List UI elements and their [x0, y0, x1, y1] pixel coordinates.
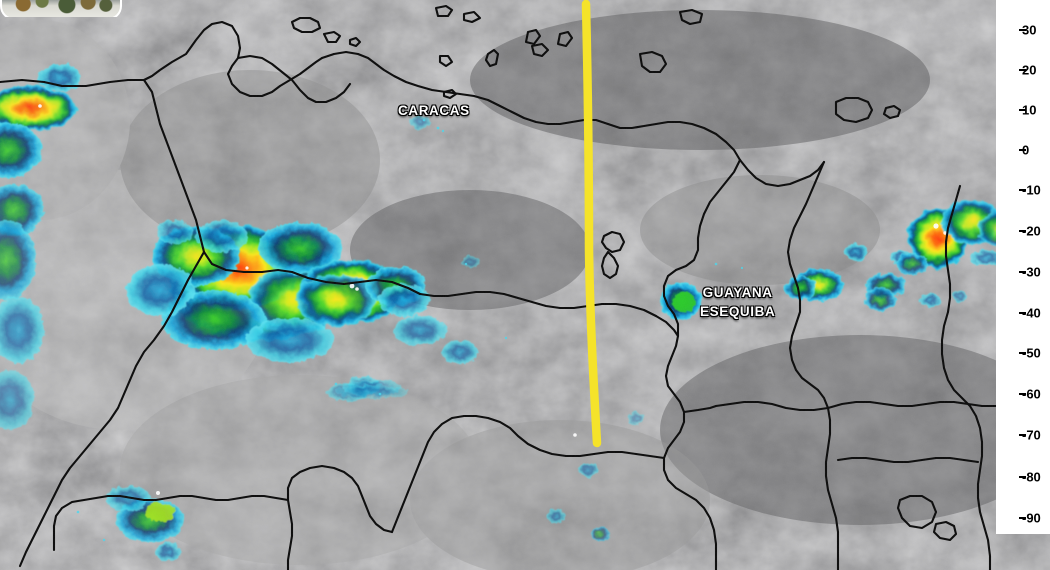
colorbar-tick-0: [1019, 149, 1026, 151]
colorbar-tick-neg10: [1019, 189, 1026, 191]
colorbar-tick-30: [1019, 29, 1026, 31]
colorbar-label-20: 20: [1022, 62, 1037, 78]
colorbar-label-0: 0: [1022, 142, 1030, 158]
colorbar-label-neg10: -10: [1022, 182, 1041, 198]
colorbar-label-neg30: -30: [1022, 264, 1041, 280]
colorbar-tick-neg50: [1019, 352, 1026, 354]
colorbar-label-10: 10: [1022, 102, 1037, 118]
colorbar-label-neg80: -80: [1022, 469, 1041, 485]
colorbar-tick-10: [1019, 109, 1026, 111]
colorbar-label-neg70: -70: [1022, 427, 1041, 443]
colorbar-tick-neg80: [1019, 476, 1026, 478]
colorbar-label-neg50: -50: [1022, 345, 1041, 361]
colorbar-tick-neg60: [1019, 393, 1026, 395]
corner-thumbnail-image: [0, 0, 122, 17]
colorbar-tick-neg20: [1019, 230, 1026, 232]
colorbar-tick-neg90: [1019, 517, 1026, 519]
colorbar-tick-neg70: [1019, 434, 1026, 436]
colorbar-tick-neg40: [1019, 312, 1026, 314]
colorbar-label-neg20: -20: [1022, 223, 1041, 239]
colorbar-label-30: 30: [1022, 22, 1037, 38]
yellow-boundary-line: [581, 0, 602, 448]
colorbar-label-neg40: -40: [1022, 305, 1041, 321]
colorbar-label-neg60: -60: [1022, 386, 1041, 402]
corner-thumbnail-banner: [0, 0, 122, 17]
colorbar-tick-20: [1019, 69, 1026, 71]
colorbar-tick-neg30: [1019, 271, 1026, 273]
colorbar-panel: [996, 0, 1050, 534]
colorbar-label-neg90: -90: [1022, 510, 1041, 526]
